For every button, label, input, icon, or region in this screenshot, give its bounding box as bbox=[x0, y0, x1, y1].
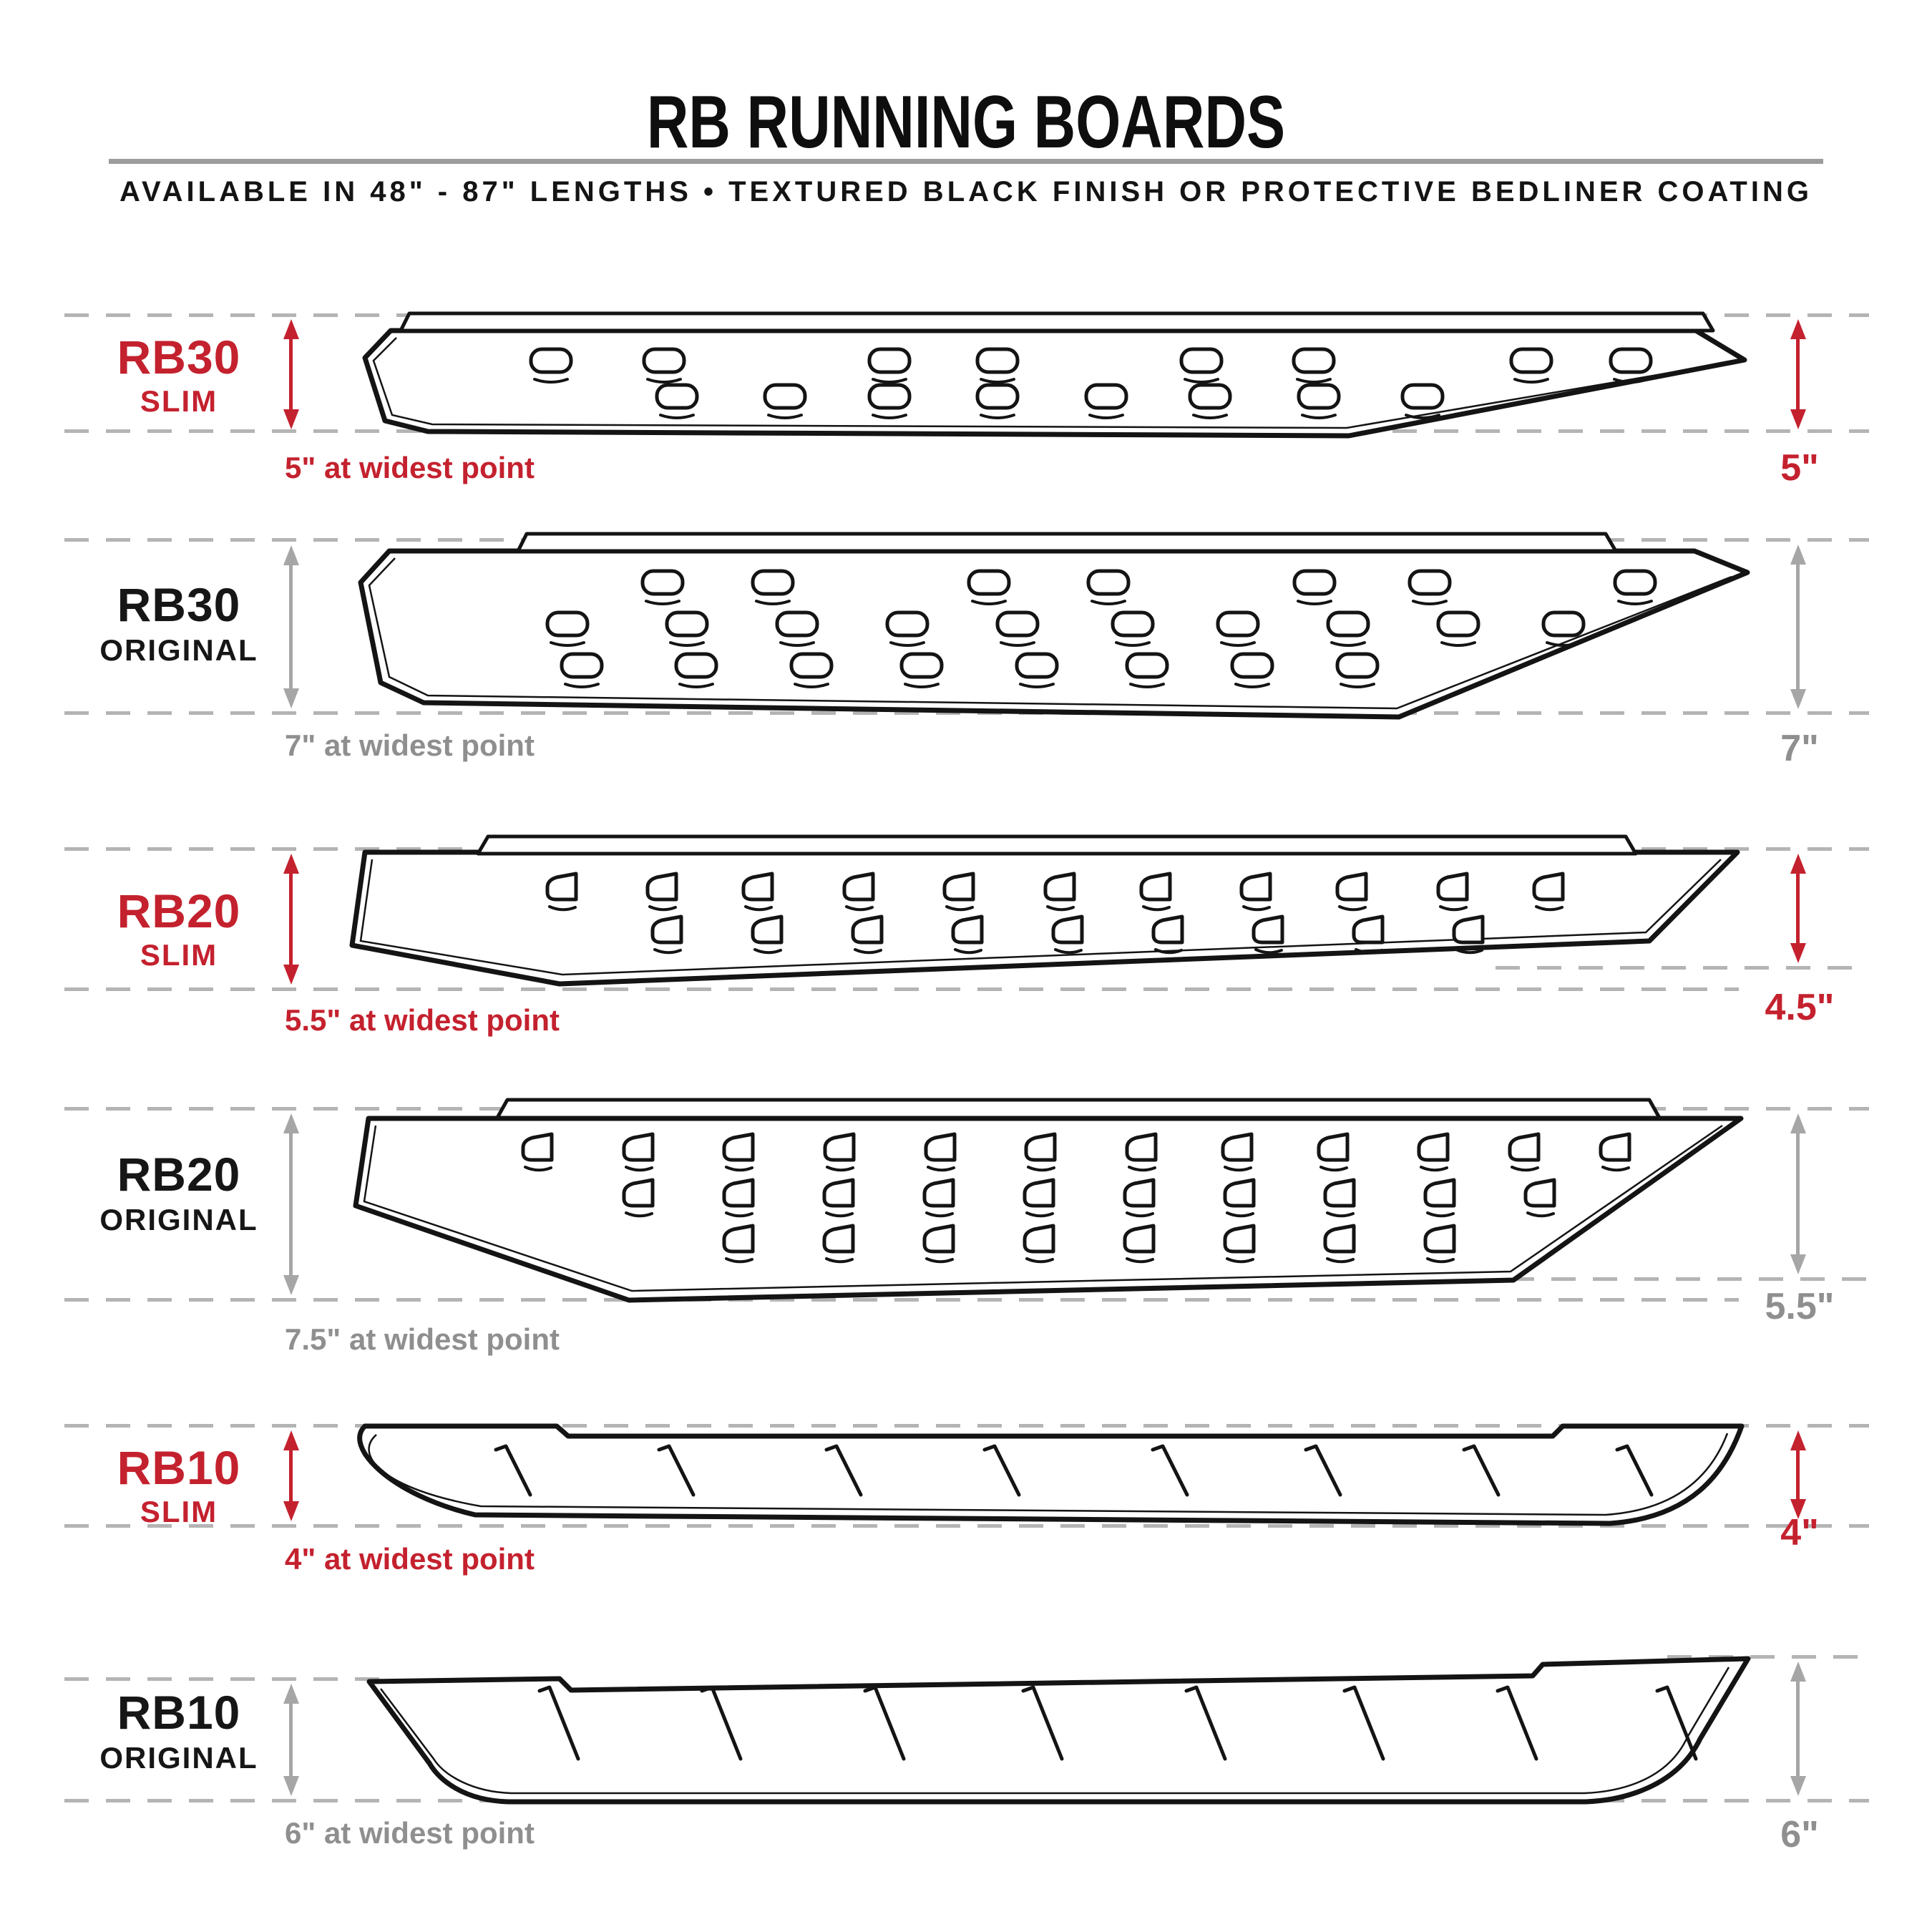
model-label-block: RB20 ORIGINAL bbox=[79, 1151, 279, 1235]
variant-name: ORIGINAL bbox=[99, 1203, 258, 1236]
header-divider bbox=[109, 159, 1823, 164]
height-value: 5" bbox=[1780, 447, 1819, 489]
dimension-arrow-left bbox=[289, 1133, 293, 1275]
widest-point-annotation: 5" at widest point bbox=[285, 451, 535, 484]
page-subtitle: AVAILABLE IN 48" - 87" LENGTHS • TEXTURE… bbox=[119, 176, 1813, 208]
dimension-arrow-left bbox=[289, 874, 293, 965]
model-name: RB10 bbox=[117, 1686, 241, 1739]
dimension-arrow-right bbox=[1796, 1450, 1800, 1499]
height-value: 5.5" bbox=[1765, 1286, 1835, 1327]
guide-line-top-left bbox=[64, 1677, 379, 1681]
guide-line-top-right bbox=[1667, 1655, 1869, 1659]
model-label-block: RB30 SLIM bbox=[79, 333, 279, 416]
dimension-arrow-left bbox=[289, 1450, 293, 1501]
widest-point-annotation: 5.5" at widest point bbox=[285, 1003, 560, 1037]
height-value: 4" bbox=[1780, 1512, 1819, 1553]
variant-name: SLIM bbox=[140, 384, 218, 418]
dimension-arrow-right bbox=[1796, 874, 1800, 943]
model-name: RB30 bbox=[117, 331, 241, 384]
board-illustration-rb10-slim bbox=[357, 1423, 1745, 1526]
guide-line-bottom-left bbox=[64, 1298, 1739, 1302]
model-name: RB30 bbox=[117, 578, 241, 631]
guide-line-bottom-right bbox=[1510, 1277, 1869, 1281]
guide-line-bottom-left bbox=[64, 987, 1739, 991]
dimension-arrow-right bbox=[1796, 565, 1800, 689]
dimension-arrow-right bbox=[1796, 1133, 1800, 1254]
widest-point-annotation: 6" at widest point bbox=[285, 1816, 535, 1850]
dimension-arrow-left bbox=[289, 1704, 293, 1776]
board-illustration-rb20-original bbox=[353, 1098, 1744, 1303]
widest-point-annotation: 7.5" at widest point bbox=[285, 1322, 560, 1356]
height-value: 4.5" bbox=[1765, 987, 1835, 1028]
height-value: 7" bbox=[1780, 728, 1819, 769]
dimension-arrow-left bbox=[289, 339, 293, 409]
widest-point-annotation: 4" at widest point bbox=[285, 1542, 535, 1576]
board-illustration-rb30-original bbox=[358, 532, 1750, 720]
dimension-arrow-right bbox=[1796, 339, 1800, 409]
model-label-block: RB20 SLIM bbox=[79, 887, 279, 970]
height-value: 6" bbox=[1780, 1814, 1819, 1855]
dimension-arrow-right bbox=[1796, 1682, 1800, 1776]
page-title: RB RUNNING BOARDS bbox=[646, 81, 1286, 164]
variant-name: SLIM bbox=[140, 1495, 218, 1528]
model-name: RB20 bbox=[117, 1148, 241, 1201]
guide-line-bottom-right bbox=[1496, 966, 1869, 970]
variant-name: SLIM bbox=[140, 938, 218, 972]
model-label-block: RB30 ORIGINAL bbox=[79, 581, 279, 665]
guide-line-top bbox=[64, 1424, 1869, 1428]
board-illustration-rb10-original bbox=[366, 1656, 1751, 1805]
dimension-arrow-left bbox=[289, 565, 293, 688]
guide-line-bottom bbox=[64, 1524, 1869, 1528]
model-label-block: RB10 ORIGINAL bbox=[79, 1689, 279, 1773]
model-name: RB20 bbox=[117, 884, 241, 937]
model-label-block: RB10 SLIM bbox=[79, 1444, 279, 1527]
widest-point-annotation: 7" at widest point bbox=[285, 728, 535, 762]
model-name: RB10 bbox=[117, 1441, 241, 1494]
variant-name: ORIGINAL bbox=[99, 633, 258, 667]
board-illustration-rb30-slim bbox=[362, 311, 1747, 439]
board-illustration-rb20-slim bbox=[349, 834, 1740, 987]
variant-name: ORIGINAL bbox=[99, 1741, 258, 1775]
